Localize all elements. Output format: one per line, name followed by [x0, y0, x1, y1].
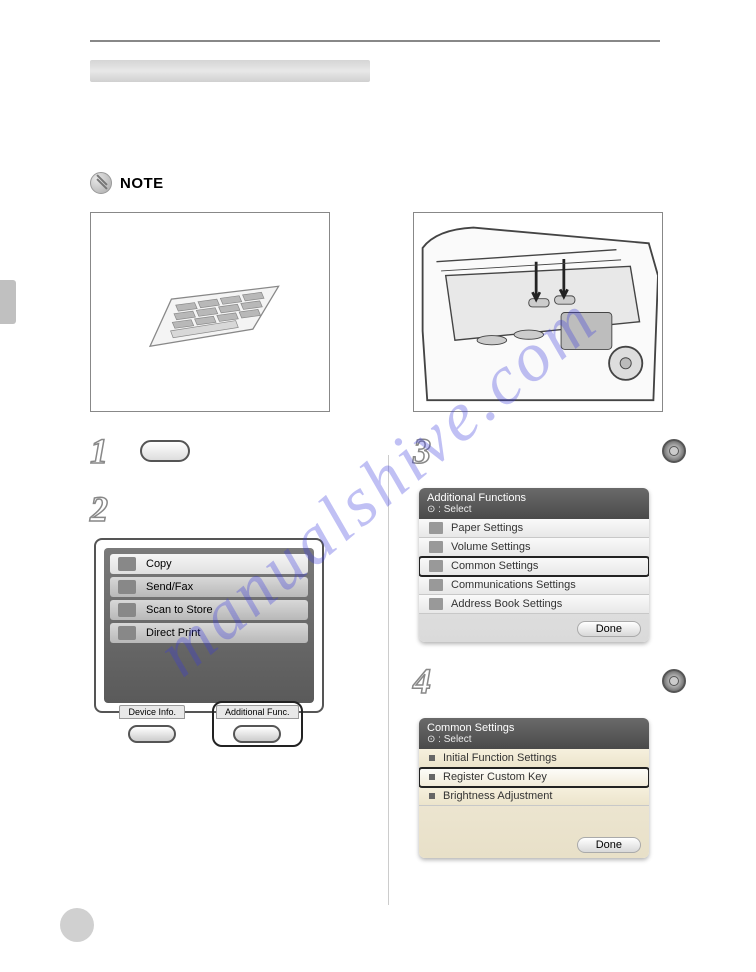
page-content: NOTE	[0, 0, 756, 898]
figure-sheet	[90, 212, 330, 412]
screen-subtitle: ⊙ : Select	[427, 734, 641, 745]
menu-item[interactable]: Brightness Adjustment	[419, 787, 649, 806]
menu-item[interactable]: Paper Settings	[419, 519, 649, 538]
column-divider	[388, 455, 389, 905]
bullet-icon	[429, 793, 435, 799]
step-4: 4	[413, 660, 686, 702]
done-row: Done	[419, 830, 649, 858]
menu-item-label: Copy	[146, 558, 172, 570]
gear-icon	[662, 439, 686, 463]
bullet-icon	[429, 774, 435, 780]
common-settings-screen: Common Settings ⊙ : Select Initial Funct…	[419, 718, 649, 858]
main-menu-item[interactable]: Scan to Store	[110, 600, 308, 620]
step-1: 1	[90, 430, 363, 472]
bullet-icon	[429, 755, 435, 761]
section-title-bar	[90, 60, 370, 82]
paper-icon	[429, 522, 443, 534]
menu-item-label: Scan to Store	[146, 604, 213, 616]
menu-item-selected[interactable]: Register Custom Key	[419, 768, 649, 787]
screen-header: Additional Functions ⊙ : Select	[419, 488, 649, 519]
volume-icon	[429, 541, 443, 553]
screen-title: Common Settings	[427, 722, 641, 734]
sheet-illustration	[115, 252, 305, 372]
menu-item-label: Paper Settings	[451, 522, 523, 534]
menu-item[interactable]: Volume Settings	[419, 538, 649, 557]
device-info-tab: Device Info.	[119, 705, 185, 719]
menu-item[interactable]: Address Book Settings	[419, 595, 649, 614]
screen-title: Additional Functions	[427, 492, 641, 504]
screen-header: Common Settings ⊙ : Select	[419, 718, 649, 749]
right-soft-key[interactable]	[233, 725, 281, 743]
copy-icon	[118, 557, 136, 571]
menu-item-label: Communications Settings	[451, 579, 576, 591]
gear-icon	[662, 669, 686, 693]
menu-item[interactable]: Communications Settings	[419, 576, 649, 595]
step-4-number: 4	[413, 660, 443, 702]
done-button[interactable]: Done	[577, 621, 641, 637]
main-menu-item[interactable]: Copy	[110, 554, 308, 574]
main-menu-screen: Copy Send/Fax Scan to Store Direct Print	[104, 548, 314, 703]
scan-icon	[118, 603, 136, 617]
common-icon	[429, 560, 443, 572]
additional-func-tab: Additional Func.	[216, 705, 299, 719]
main-menu-item[interactable]: Direct Print	[110, 623, 308, 643]
left-column: 1 2 Copy Send/Fax	[90, 212, 363, 858]
menu-item-label: Brightness Adjustment	[443, 790, 552, 802]
step-3-number: 3	[413, 430, 443, 472]
right-column: 3 Additional Functions ⊙ : Select Paper …	[413, 212, 686, 858]
menu-item-label: Register Custom Key	[443, 771, 547, 783]
screen-body: Paper Settings Volume Settings Common Se…	[419, 519, 649, 642]
step-3: 3	[413, 430, 686, 472]
note-label: NOTE	[120, 175, 164, 192]
main-menu-screen-frame: Copy Send/Fax Scan to Store Direct Print	[94, 538, 324, 713]
additional-func-tab-group: Additional Func.	[216, 705, 299, 743]
screen-body: Initial Function Settings Register Custo…	[419, 749, 649, 858]
step-1-number: 1	[90, 430, 120, 472]
note-row: NOTE	[90, 172, 686, 194]
page-number-circle	[60, 908, 94, 942]
figure-printer	[413, 212, 663, 412]
print-icon	[118, 626, 136, 640]
additional-functions-screen: Additional Functions ⊙ : Select Paper Se…	[419, 488, 649, 642]
done-row: Done	[419, 614, 649, 642]
menu-item-selected[interactable]: Common Settings	[419, 557, 649, 576]
menu-item-label: Direct Print	[146, 627, 200, 639]
menu-item-label: Send/Fax	[146, 581, 193, 593]
done-button[interactable]: Done	[577, 837, 641, 853]
step-2-number: 2	[90, 488, 120, 530]
pill-button-icon	[140, 440, 190, 462]
note-icon	[90, 172, 112, 194]
menu-item-label: Address Book Settings	[451, 598, 562, 610]
main-menu-item[interactable]: Send/Fax	[110, 577, 308, 597]
screen-subtitle: ⊙ : Select	[427, 504, 641, 515]
bottom-soft-keys: Device Info. Additional Func.	[104, 705, 314, 743]
step-2: 2	[90, 488, 363, 530]
menu-item-label: Volume Settings	[451, 541, 531, 553]
top-rule	[90, 40, 660, 42]
menu-item[interactable]: Initial Function Settings	[419, 749, 649, 768]
device-info-tab-group: Device Info.	[119, 705, 185, 743]
printer-illustration	[418, 220, 658, 405]
comm-icon	[429, 579, 443, 591]
address-book-icon	[429, 598, 443, 610]
menu-item-label: Common Settings	[451, 560, 538, 572]
menu-item-label: Initial Function Settings	[443, 752, 557, 764]
left-soft-key[interactable]	[128, 725, 176, 743]
send-fax-icon	[118, 580, 136, 594]
